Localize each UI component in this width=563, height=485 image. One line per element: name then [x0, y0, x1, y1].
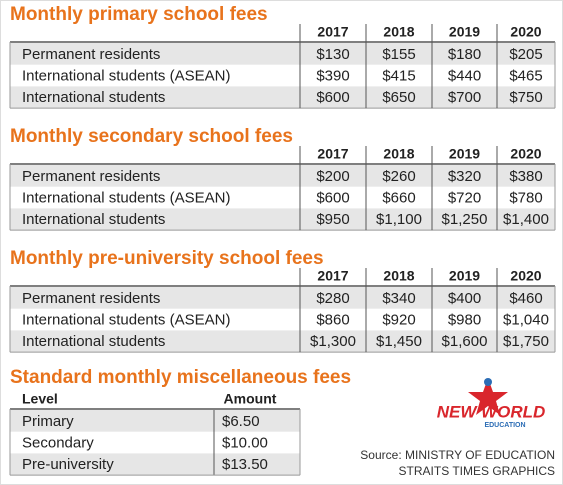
cell: $280 [316, 290, 349, 307]
row-bg [10, 165, 555, 187]
row-label: Permanent residents [22, 168, 160, 185]
cell: $460 [509, 290, 542, 307]
row-label: International students (ASEAN) [22, 68, 230, 85]
cell: $1,300 [310, 333, 356, 350]
row-bg [10, 410, 300, 432]
row-bg [10, 453, 300, 476]
column-header: 2017 [317, 24, 348, 40]
cell: $720 [448, 190, 481, 207]
cell: $1,400 [503, 211, 549, 228]
cell: $650 [382, 89, 415, 106]
row-bg [10, 330, 555, 353]
cell: $780 [509, 190, 542, 207]
section-title: Monthly primary school fees [10, 4, 268, 25]
cell: $205 [509, 46, 542, 63]
row-bg [10, 86, 555, 109]
cell: $200 [316, 168, 349, 185]
logo-text: NEW WORLD [437, 402, 546, 421]
logo: NEW WORLD EDUCATION [437, 378, 546, 429]
cell: $920 [382, 312, 415, 329]
column-header: 2017 [317, 268, 348, 284]
column-header: 2020 [510, 146, 541, 162]
cell: $130 [316, 46, 349, 63]
cell: $180 [448, 46, 481, 63]
cell: $440 [448, 68, 481, 85]
cell: $1,450 [376, 333, 422, 350]
cell: $1,250 [442, 211, 488, 228]
cell: $660 [382, 190, 415, 207]
row-label: International students [22, 89, 165, 106]
cell: $415 [382, 68, 415, 85]
row-label: Secondary [22, 435, 94, 452]
column-header: Level [22, 391, 58, 407]
column-header: 2019 [449, 146, 480, 162]
row-bg [10, 287, 555, 309]
cell: $1,600 [442, 333, 488, 350]
column-header: 2019 [449, 268, 480, 284]
cell: $400 [448, 290, 481, 307]
section-title: Standard monthly miscellaneous fees [10, 367, 351, 388]
row-label: International students (ASEAN) [22, 190, 230, 207]
cell: $1,040 [503, 312, 549, 329]
column-header: 2019 [449, 24, 480, 40]
cell: $260 [382, 168, 415, 185]
column-header: 2018 [383, 24, 414, 40]
row-label: International students (ASEAN) [22, 312, 230, 329]
row-label: Permanent residents [22, 290, 160, 307]
row-label: International students [22, 333, 165, 350]
row-label: International students [22, 211, 165, 228]
column-header: 2018 [383, 268, 414, 284]
cell: $320 [448, 168, 481, 185]
column-header: 2020 [510, 268, 541, 284]
cell: $10.00 [222, 435, 268, 452]
cell: $340 [382, 290, 415, 307]
cell: $390 [316, 68, 349, 85]
source: STRAITS TIMES GRAPHICS [399, 464, 555, 478]
logo-star [468, 378, 508, 415]
section-title: Monthly pre-university school fees [10, 248, 324, 269]
logo-head [484, 378, 492, 386]
column-header: Amount [224, 391, 277, 407]
logo-subtext: EDUCATION [484, 422, 525, 429]
cell: $950 [316, 211, 349, 228]
cell: $750 [509, 89, 542, 106]
cell: $860 [316, 312, 349, 329]
row-bg [10, 43, 555, 65]
cell: $13.50 [222, 456, 268, 473]
cell: $600 [316, 190, 349, 207]
cell: $6.50 [222, 413, 260, 430]
section-title: Monthly secondary school fees [10, 126, 293, 147]
cell: $1,750 [503, 333, 549, 350]
row-label: Permanent residents [22, 46, 160, 63]
cell: $155 [382, 46, 415, 63]
cell: $600 [316, 89, 349, 106]
row-label: Pre-university [22, 456, 114, 473]
column-header: 2017 [317, 146, 348, 162]
column-header: 2018 [383, 146, 414, 162]
source: Source: MINISTRY OF EDUCATION [360, 448, 555, 462]
column-header: 2020 [510, 24, 541, 40]
row-bg [10, 208, 555, 231]
cell: $980 [448, 312, 481, 329]
cell: $380 [509, 168, 542, 185]
cell: $700 [448, 89, 481, 106]
cell: $1,100 [376, 211, 422, 228]
cell: $465 [509, 68, 542, 85]
row-label: Primary [22, 413, 74, 430]
